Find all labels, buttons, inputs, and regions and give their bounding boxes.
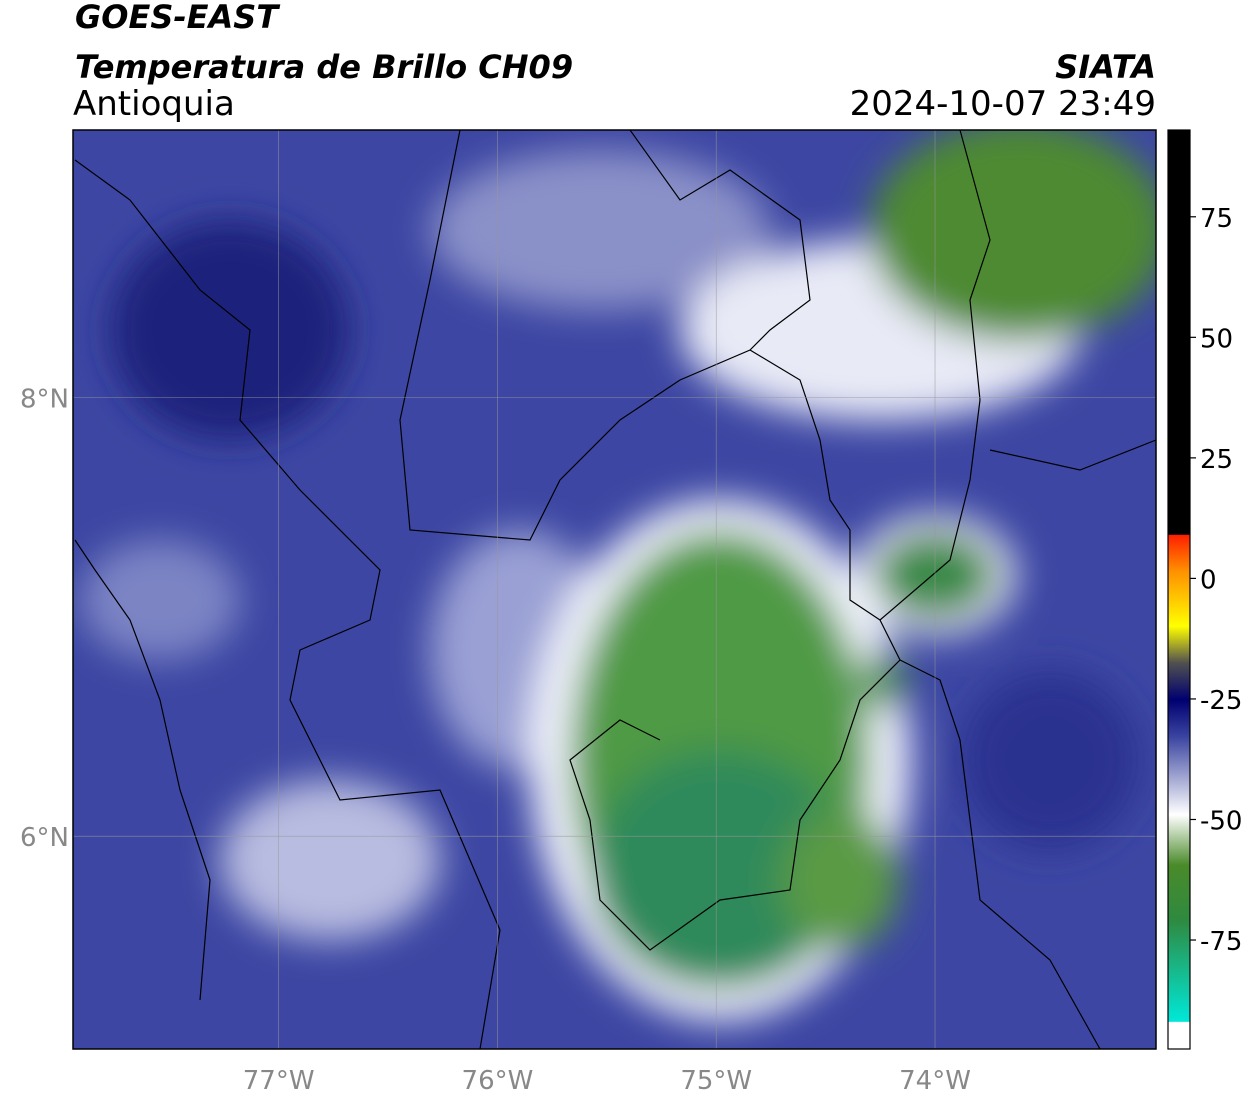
lon-tick-label: 74°W <box>899 1066 971 1096</box>
lon-tick-label: 75°W <box>680 1066 752 1096</box>
product: Temperatura de Brillo CH09 <box>75 48 573 86</box>
map-frame <box>72 129 1157 1050</box>
lon-tick-label: 76°W <box>462 1066 534 1096</box>
colorbar-tick-label: 25 <box>1200 445 1233 475</box>
colorbar-tick-label: -75 <box>1200 927 1242 957</box>
source: SIATA <box>1055 48 1156 86</box>
map-image <box>73 130 1156 1049</box>
colorbar-tick-label: 0 <box>1200 565 1217 595</box>
colorbar <box>1167 129 1191 1050</box>
datetime: 2024-10-07 23:49 <box>850 84 1156 124</box>
colorbar-tick-label: 50 <box>1200 324 1233 354</box>
lon-tick-label: 77°W <box>243 1066 315 1096</box>
region: Antioquia <box>73 84 235 124</box>
colorbar-tick-label: -25 <box>1200 686 1242 716</box>
lat-tick-label: 8°N <box>20 385 69 415</box>
satellite: GOES-EAST <box>75 0 280 36</box>
lat-tick-label: 6°N <box>20 823 69 853</box>
colorbar-tick-label: 75 <box>1200 204 1233 234</box>
colorbar-tick-label: -50 <box>1200 806 1242 836</box>
